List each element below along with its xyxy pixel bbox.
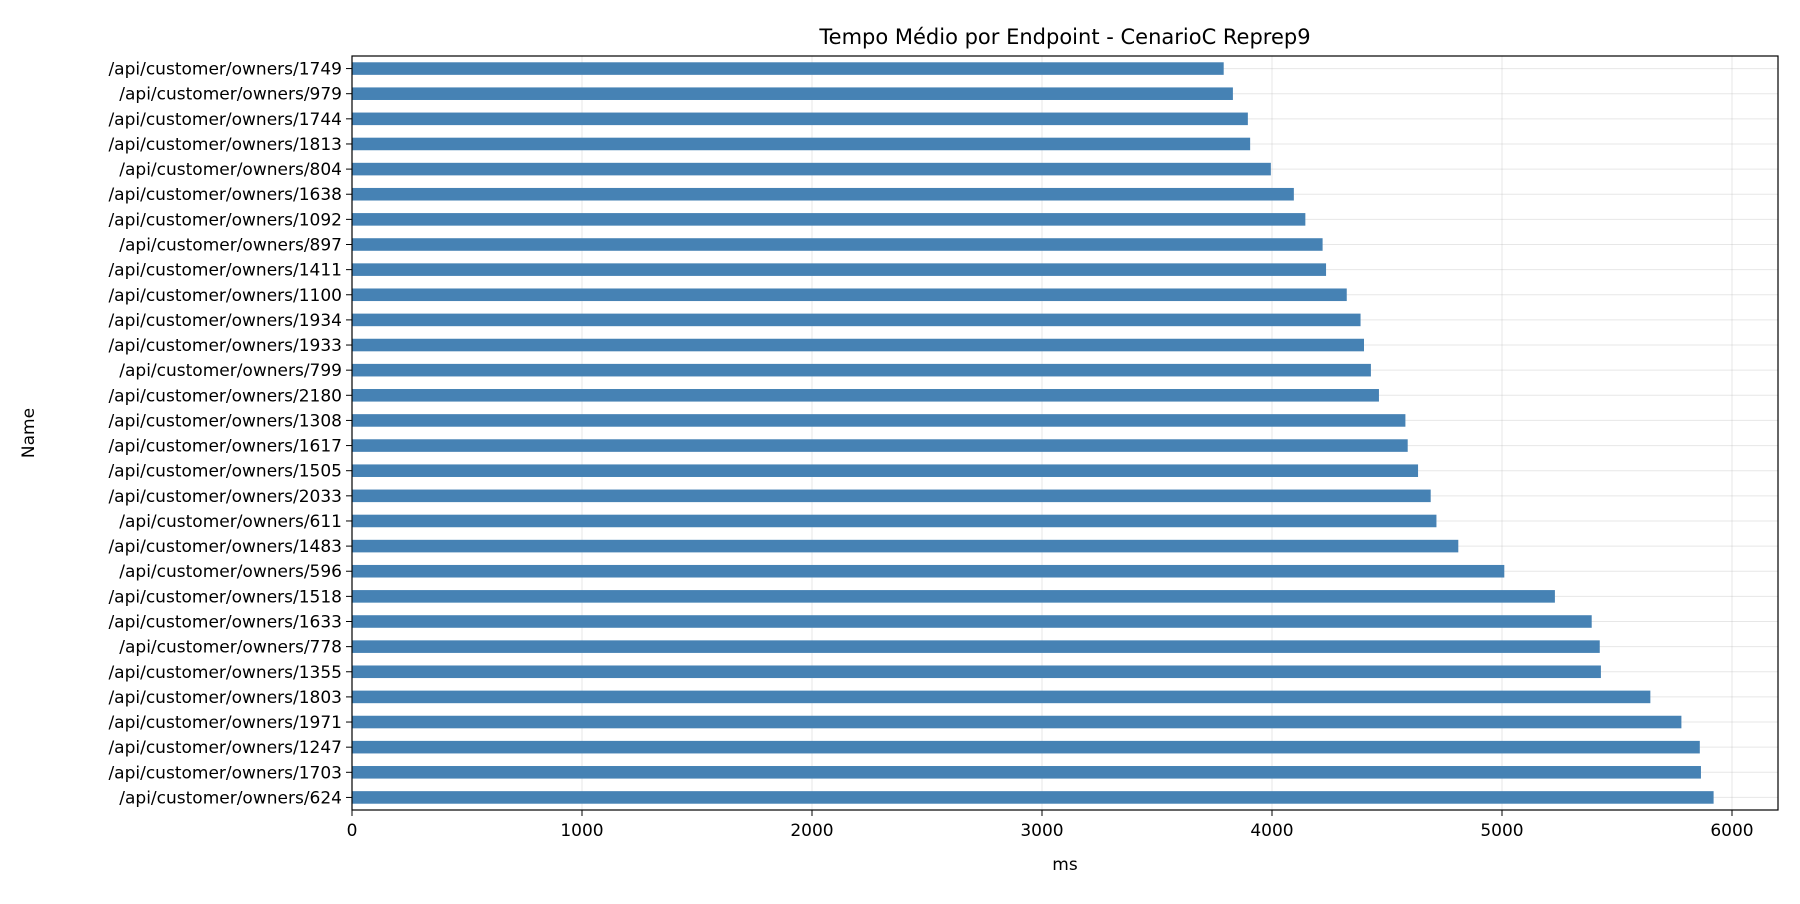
y-tick-label: /api/customer/owners/596 <box>119 562 342 582</box>
x-tick-label: 6000 <box>1710 821 1753 841</box>
y-tick-label: /api/customer/owners/804 <box>119 160 342 180</box>
plot-frame <box>351 55 1779 811</box>
bar <box>352 112 1248 126</box>
y-tick-label: /api/customer/owners/1355 <box>108 663 342 683</box>
y-tick-label: /api/customer/owners/897 <box>119 236 342 256</box>
bar <box>352 137 1251 151</box>
y-tick-label: /api/customer/owners/2033 <box>108 487 342 507</box>
y-tick-label: /api/customer/owners/1749 <box>108 60 342 80</box>
y-tick-label: /api/customer/owners/624 <box>119 788 342 808</box>
y-tick-label: /api/customer/owners/1092 <box>108 210 342 230</box>
bar <box>352 213 1306 226</box>
x-tick-label: 3000 <box>1020 821 1063 841</box>
y-tick-label: /api/customer/owners/1803 <box>108 688 342 708</box>
y-tick-label: /api/customer/owners/1971 <box>108 713 342 733</box>
bar <box>352 615 1592 628</box>
y-tick-label: /api/customer/owners/1813 <box>108 135 342 155</box>
bars <box>352 62 1714 804</box>
bar <box>352 539 1459 553</box>
bar <box>352 740 1700 754</box>
bar <box>352 338 1364 352</box>
y-tick-label: /api/customer/owners/1934 <box>108 311 342 331</box>
y-tick-label: /api/customer/owners/1247 <box>108 738 342 758</box>
bar <box>352 715 1682 729</box>
y-axis-label: Name <box>19 408 39 458</box>
y-tick-label: /api/customer/owners/1483 <box>108 537 342 557</box>
y-tick-label: /api/customer/owners/979 <box>119 85 342 105</box>
x-tick-label: 5000 <box>1480 821 1523 841</box>
y-tick-label: /api/customer/owners/2180 <box>108 386 342 406</box>
bar <box>352 389 1379 402</box>
bar <box>352 162 1271 176</box>
bar <box>352 87 1233 100</box>
y-tick-label: /api/customer/owners/1505 <box>108 462 342 482</box>
y-tick-label: /api/customer/owners/1744 <box>108 110 342 130</box>
x-axis-label: ms <box>1052 855 1078 875</box>
y-tick-label: /api/customer/owners/1518 <box>108 587 342 607</box>
y-tick-label: /api/customer/owners/1703 <box>108 763 342 783</box>
bar <box>352 263 1327 276</box>
chart-title: Tempo Médio por Endpoint - CenarioC Repr… <box>818 25 1310 49</box>
x-tick-label: 2000 <box>790 821 833 841</box>
bar <box>352 414 1406 427</box>
bar <box>352 489 1431 503</box>
bar <box>352 439 1408 452</box>
y-tick-label: /api/customer/owners/1308 <box>108 411 342 431</box>
bar <box>352 564 1505 578</box>
bar <box>352 514 1437 528</box>
bar <box>352 590 1555 603</box>
y-tick-label: /api/customer/owners/778 <box>119 638 342 658</box>
x-tick-label: 1000 <box>560 821 603 841</box>
y-tick-label: /api/customer/owners/799 <box>119 361 342 381</box>
x-axis-ticks: 0 1000 2000 3000 4000 5000 6000 <box>347 810 1754 841</box>
y-tick-label: /api/customer/owners/1638 <box>108 185 342 205</box>
bar <box>352 288 1347 302</box>
bar <box>352 665 1601 679</box>
bar <box>352 363 1371 377</box>
y-tick-label: /api/customer/owners/1633 <box>108 613 342 633</box>
bar <box>352 62 1224 75</box>
y-tick-label: /api/customer/owners/1617 <box>108 437 342 457</box>
bar <box>352 766 1701 779</box>
x-tick-label: 4000 <box>1250 821 1293 841</box>
bar <box>352 791 1714 804</box>
bar <box>352 313 1361 327</box>
y-tick-label: /api/customer/owners/1411 <box>108 261 342 281</box>
bar <box>352 187 1294 201</box>
y-tick-label: /api/customer/owners/1100 <box>108 286 342 306</box>
y-tick-label: /api/customer/owners/611 <box>119 512 342 532</box>
y-tick-label: /api/customer/owners/1933 <box>108 336 342 356</box>
bar <box>352 640 1600 653</box>
bar <box>352 690 1651 704</box>
bar <box>352 464 1419 477</box>
x-tick-label: 0 <box>347 821 358 841</box>
y-axis-ticks: /api/customer/owners/1749/api/customer/o… <box>108 60 352 808</box>
bar <box>352 238 1323 251</box>
